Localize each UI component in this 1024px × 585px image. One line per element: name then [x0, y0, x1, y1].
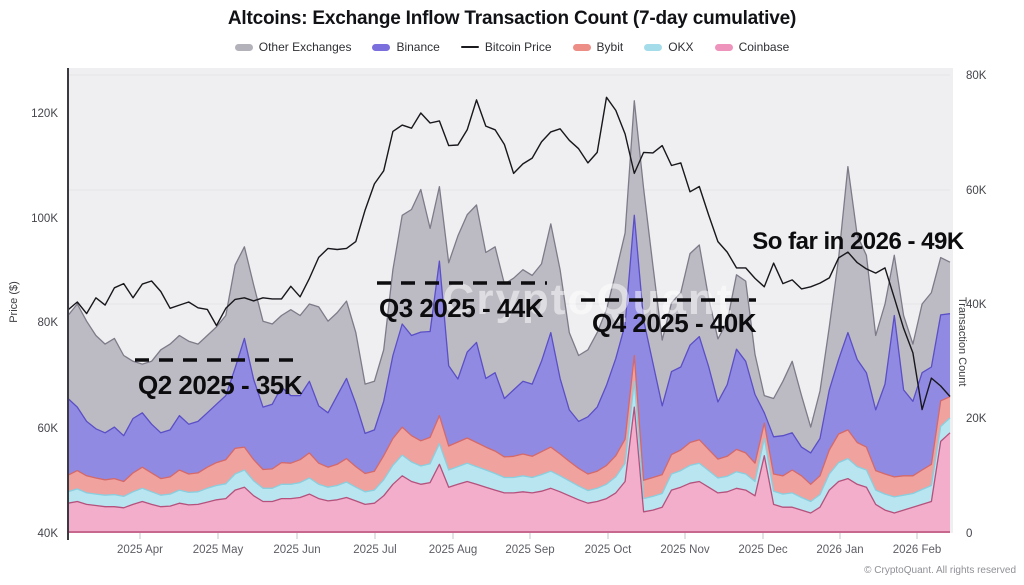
legend-label: Other Exchanges: [258, 40, 352, 54]
legend-swatch-icon: [572, 43, 591, 51]
x-axis-tick: 2025 May: [193, 544, 244, 556]
area-edge-bybit: [67, 354, 951, 485]
legend-item-other-exchanges[interactable]: Other Exchanges: [234, 40, 352, 54]
y-axis-label-transaction-count: Transaction Count: [956, 297, 968, 387]
annotation-label: Q2 2025 - 35K: [138, 370, 303, 400]
legend-item-bybit[interactable]: Bybit: [572, 40, 624, 54]
left-axis-tick: 80K: [38, 317, 59, 329]
legend-swatch-icon: [460, 46, 479, 48]
chart-title: Altcoins: Exchange Inflow Transaction Co…: [227, 8, 797, 29]
y-axis-label-price: Price ($): [8, 281, 20, 323]
area-coinbase: [68, 407, 950, 533]
legend-item-bitcoin-price[interactable]: Bitcoin Price: [460, 40, 552, 54]
legend-label: Coinbase: [738, 40, 790, 54]
x-axis-tick: 2025 Sep: [505, 544, 554, 556]
left-axis-tick: 100K: [31, 213, 58, 225]
bitcoin-price-line: [67, 96, 951, 411]
legend-label: Binance: [396, 40, 440, 54]
x-axis-tick: 2025 Nov: [660, 544, 709, 556]
right-axis-tick: 80K: [966, 70, 987, 82]
left-axis-tick: 120K: [31, 108, 58, 120]
x-axis-tick: 2025 Jul: [353, 544, 396, 556]
legend-item-okx[interactable]: OKX: [644, 40, 694, 54]
area-edge-okx: [67, 380, 951, 503]
annotation-label: So far in 2026 - 49K: [752, 228, 965, 255]
area-binance: [68, 215, 950, 534]
x-axis-tick: 2026 Feb: [893, 544, 942, 556]
left-axis-tick: 60K: [38, 423, 59, 435]
legend-swatch-icon: [644, 43, 663, 51]
legend-swatch-icon: [234, 43, 253, 51]
legend-swatch-icon: [372, 43, 391, 51]
right-axis-tick: 60K: [966, 185, 987, 197]
legend-label: Bitcoin Price: [484, 40, 552, 54]
right-axis-tick: 20K: [966, 413, 987, 425]
left-axis-tick: 40K: [38, 528, 59, 540]
right-axis-tick: 0: [966, 528, 972, 540]
x-axis-tick: 2025 Aug: [429, 544, 478, 556]
x-axis-tick: 2025 Jun: [273, 544, 320, 556]
x-axis-tick: 2025 Dec: [738, 544, 787, 556]
annotation-label: Q4 2025 - 40K: [592, 308, 757, 338]
area-edge-other-exchanges: [67, 100, 951, 428]
right-axis-tick: 40K: [966, 299, 987, 311]
area-edge-coinbase: [67, 406, 951, 514]
area-edge-binance: [67, 214, 951, 454]
chart-legend: Other Exchanges Binance Bitcoin Price Bybit…: [0, 40, 1024, 54]
legend-item-binance[interactable]: Binance: [372, 40, 440, 54]
legend-label: Bybit: [596, 40, 624, 54]
x-axis-tick: 2025 Apr: [117, 544, 163, 556]
copyright-note: © CryptoQuant. All rights reserved: [864, 565, 1016, 576]
annotation-label: Q3 2025 - 44K: [379, 293, 544, 323]
legend-swatch-icon: [714, 43, 733, 51]
x-axis-tick: 2026 Jan: [816, 544, 863, 556]
legend-label: OKX: [668, 40, 694, 54]
legend-item-coinbase[interactable]: Coinbase: [714, 40, 790, 54]
x-axis-tick: 2025 Oct: [585, 544, 632, 556]
